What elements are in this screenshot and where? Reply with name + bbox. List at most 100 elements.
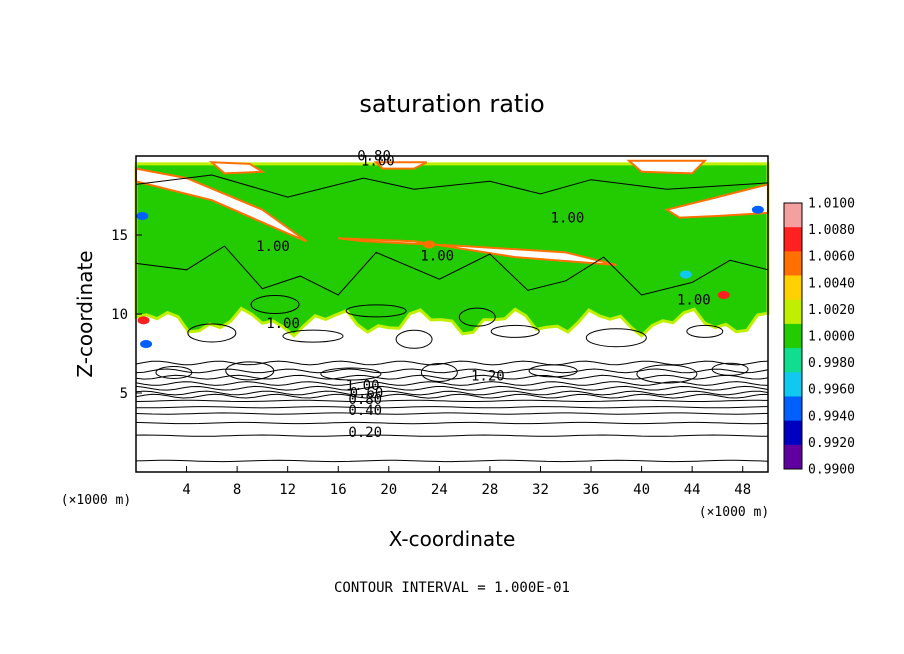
x-tick-label: 48	[734, 482, 751, 498]
colorbar-swatch	[784, 251, 802, 277]
clear-air-blob-top-right	[626, 159, 708, 175]
contour-cell	[155, 365, 193, 379]
contour-labels: 0.801.001.001.001.001.001.001.201.000.60…	[256, 149, 711, 442]
y-tick-label: 5	[120, 386, 128, 402]
y-axis-title: Z-coordinate	[73, 250, 97, 377]
x-tick-label: 28	[481, 482, 498, 498]
x-tick-label: 12	[279, 482, 296, 498]
contour-line	[135, 459, 769, 463]
contour-label: 1.00	[420, 248, 454, 264]
contour-cell	[636, 364, 698, 384]
contour-cell	[282, 329, 344, 343]
x-tick-label: 4	[182, 482, 190, 498]
contour-line	[135, 434, 769, 437]
colorbar-swatch	[784, 227, 802, 252]
colorbar-label: 0.9960	[808, 383, 855, 398]
colorbar-swatch	[784, 299, 802, 325]
colorbar-swatch	[784, 420, 802, 446]
contour-cell	[490, 324, 540, 338]
colorbar-label: 0.9980	[808, 356, 855, 371]
clear-air-band-upper-left	[135, 167, 308, 243]
x-tick-label: 44	[684, 482, 701, 498]
x-tick-label: 24	[431, 482, 448, 498]
x-tick-label: 16	[330, 482, 347, 498]
plot-area: 0.801.001.001.001.001.001.001.201.000.60…	[134, 149, 770, 473]
x-tick-label: 32	[532, 482, 549, 498]
x-unit-left: (×1000 m)	[61, 493, 131, 508]
contour-line	[135, 393, 769, 399]
contour-cell	[686, 324, 724, 338]
contour-cell	[250, 295, 300, 315]
colorbar: 1.0100 1.0080 1.0060 1.0040 1.0020 1.0000 0.99…	[783, 197, 855, 478]
contour-label: 0.80	[348, 392, 382, 408]
clear-air-blob-top	[209, 161, 266, 175]
colorbar-swatch	[784, 444, 802, 470]
contour-cell	[345, 304, 407, 318]
contour-label: 0.20	[348, 425, 382, 441]
contour-label: 1.00	[361, 154, 395, 170]
colorbar-label: 1.0060	[808, 250, 855, 265]
region-edge	[134, 162, 770, 338]
colorbar-label: 1.0080	[808, 223, 855, 238]
colorbar-frame	[783, 202, 803, 470]
x-axis: 4 8 12 16 20 24 28 32 36 40 44 48	[182, 466, 751, 498]
chart-title: saturation ratio	[359, 90, 544, 118]
colorbar-label: 1.0040	[808, 276, 855, 291]
contour-cell	[420, 362, 458, 382]
contour-label: 1.00	[266, 316, 300, 332]
y-tick-label: 15	[111, 228, 128, 244]
x-axis-title: X-coordinate	[389, 527, 516, 551]
colorbar-label: 0.9900	[808, 463, 855, 478]
contour-label: 0.60	[350, 386, 384, 402]
contour-line	[135, 421, 769, 425]
contour-label: 1.00	[677, 293, 711, 309]
contour-cell	[585, 328, 647, 348]
colorbar-label: 1.0020	[808, 303, 855, 318]
contour-cell	[187, 323, 237, 343]
colorbar-swatch	[784, 396, 802, 422]
contour-label: 0.40	[348, 403, 382, 419]
contour-line-top	[135, 174, 769, 198]
colorbar-swatch	[784, 348, 802, 373]
colorbar-label: 0.9940	[808, 409, 855, 424]
contour-label: 1.00	[256, 239, 290, 255]
contour-cell	[320, 367, 382, 381]
colorbar-label: 0.9920	[808, 436, 855, 451]
x-tick-label: 36	[583, 482, 600, 498]
contour-line	[135, 385, 769, 391]
contour-cell	[711, 362, 749, 376]
colorbar-swatch	[784, 323, 802, 349]
patch-orange-mid	[423, 240, 436, 249]
supersaturated-region	[136, 163, 768, 336]
contour-line	[135, 360, 769, 366]
contour-label: 1.00	[346, 378, 380, 394]
x-unit-right: (×1000 m)	[699, 505, 769, 520]
contour-interval-note: CONTOUR INTERVAL = 1.000E-01	[334, 580, 570, 596]
patch-cyan-right	[679, 270, 692, 279]
contour-line	[135, 399, 769, 402]
contour-line	[135, 412, 769, 415]
contour-cell	[458, 307, 496, 327]
contour-line	[135, 406, 769, 409]
colorbar-label: 1.0000	[808, 330, 855, 345]
colorbar-swatch	[784, 275, 802, 301]
colorbar-swatch	[784, 372, 802, 397]
colorbar-swatch	[784, 203, 802, 228]
patch-red-left	[137, 316, 150, 325]
x-tick-label: 20	[380, 482, 397, 498]
contour-line	[135, 368, 769, 374]
clear-air-blob-top-mid	[373, 161, 428, 170]
patch-blue-right	[751, 205, 764, 214]
contour-line-upper	[135, 245, 769, 296]
patch-blue-left	[140, 340, 153, 349]
x-tick-label: 8	[233, 482, 241, 498]
y-axis: 5 10 15	[111, 228, 142, 402]
contour-label: 1.20	[471, 368, 505, 384]
saturation-field	[134, 159, 770, 349]
x-tick-label: 40	[633, 482, 650, 498]
contour-label: 1.00	[551, 210, 585, 226]
contour-cell	[528, 364, 578, 378]
contour-cell	[225, 361, 275, 381]
patch-red-right	[717, 291, 730, 300]
